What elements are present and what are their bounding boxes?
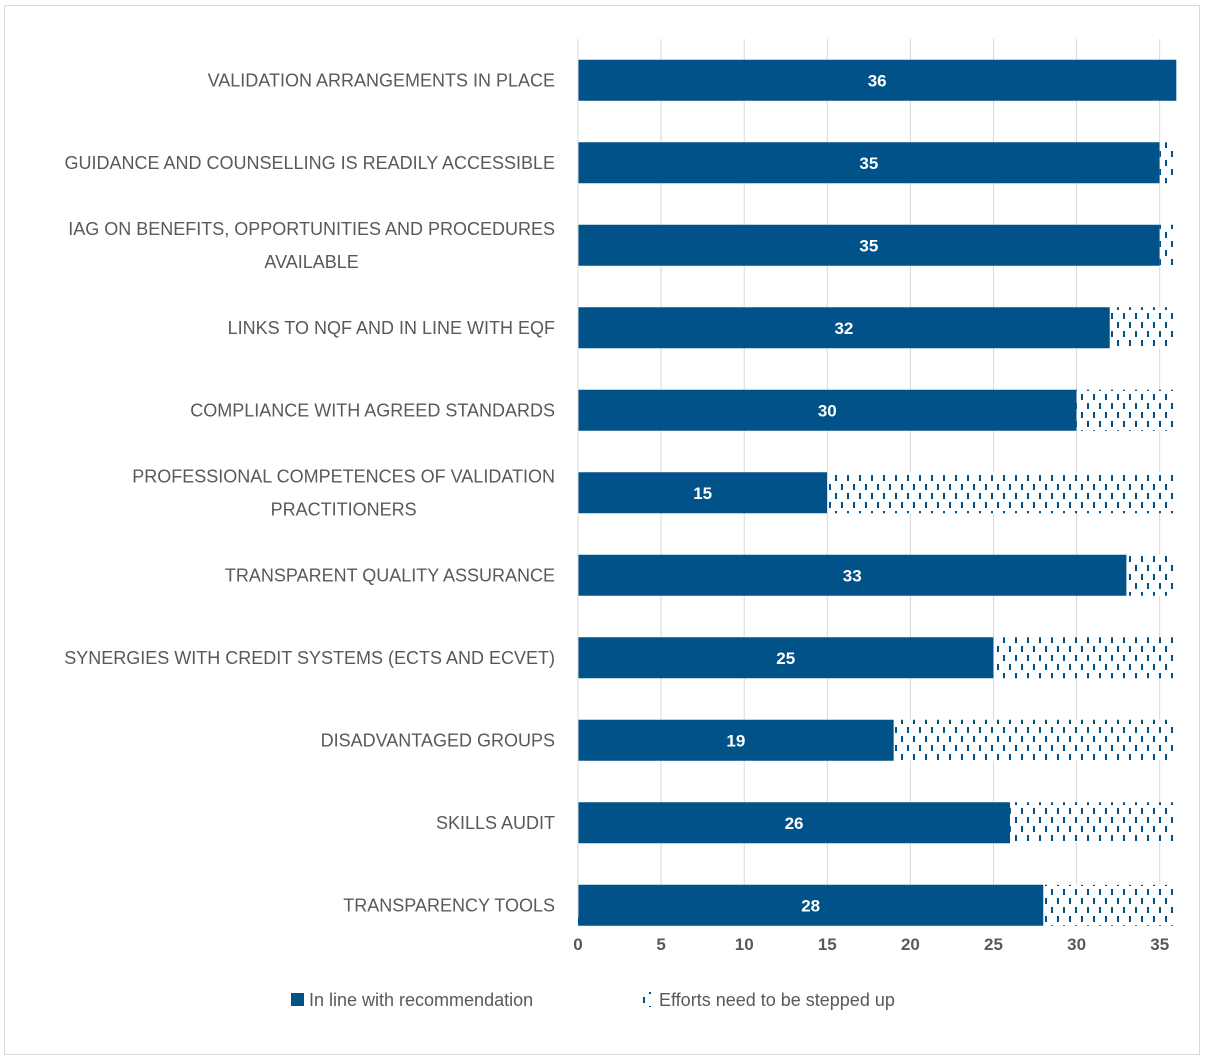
data-label-5: 15 bbox=[693, 484, 712, 503]
legend-label-efforts: Efforts need to be stepped up bbox=[659, 990, 895, 1010]
category-label-8: DISADVANTAGED GROUPS bbox=[321, 730, 555, 750]
x-tick-label-35: 35 bbox=[1150, 935, 1169, 954]
category-label-3: LINKS TO NQF AND IN LINE WITH EQF bbox=[228, 318, 555, 338]
x-tick-label-15: 15 bbox=[818, 935, 837, 954]
bar-efforts-3 bbox=[1109, 307, 1177, 349]
legend-swatch-efforts bbox=[641, 992, 654, 1007]
x-tick-label-5: 5 bbox=[656, 935, 665, 954]
bar-in-line-2 bbox=[578, 224, 1160, 266]
category-label-7: SYNERGIES WITH CREDIT SYSTEMS (ECTS AND … bbox=[64, 648, 555, 668]
category-label-2-line-1: AVAILABLE bbox=[264, 252, 358, 272]
legend-label-in-line: In line with recommendation bbox=[309, 990, 533, 1010]
data-label-1: 35 bbox=[859, 154, 878, 173]
bar-efforts-8 bbox=[893, 719, 1177, 761]
bar-efforts-1 bbox=[1159, 142, 1177, 184]
data-label-7: 25 bbox=[776, 649, 795, 668]
bar-efforts-6 bbox=[1126, 554, 1177, 596]
category-label-2-line-0: IAG ON BENEFITS, OPPORTUNITIES AND PROCE… bbox=[68, 219, 555, 239]
category-labels: VALIDATION ARRANGEMENTS IN PLACE GUIDANCE… bbox=[64, 70, 555, 915]
data-label-2: 35 bbox=[859, 236, 878, 255]
data-label-9: 26 bbox=[785, 814, 804, 833]
bar-in-line-0 bbox=[578, 59, 1177, 101]
bar-in-line-9 bbox=[578, 802, 1011, 844]
bar-in-line-5 bbox=[578, 472, 828, 514]
data-label-6: 33 bbox=[843, 566, 862, 585]
bar-in-line-6 bbox=[578, 554, 1127, 596]
category-label-10: TRANSPARENCY TOOLS bbox=[343, 895, 555, 915]
bar-in-line-10 bbox=[578, 884, 1044, 926]
bars: 36 35 35 32 30 15 33 25 19 26 28 bbox=[578, 59, 1177, 926]
legend-swatch-in-line bbox=[291, 993, 304, 1006]
data-label-0: 36 bbox=[868, 71, 887, 90]
category-label-0: VALIDATION ARRANGEMENTS IN PLACE bbox=[208, 70, 555, 90]
bar-efforts-5 bbox=[827, 472, 1177, 514]
bar-efforts-10 bbox=[1043, 884, 1177, 926]
x-tick-label-30: 30 bbox=[1067, 935, 1086, 954]
data-label-8: 19 bbox=[726, 731, 745, 750]
chart-frame: 36 35 35 32 30 15 33 25 19 26 28 VALIDATION ARRANG… bbox=[4, 5, 1200, 1055]
bar-efforts-2 bbox=[1159, 224, 1177, 266]
x-tick-label-25: 25 bbox=[984, 935, 1003, 954]
category-label-5-line-0: PROFESSIONAL COMPETENCES OF VALIDATION bbox=[132, 466, 555, 486]
bar-efforts-9 bbox=[1010, 802, 1177, 844]
data-label-10: 28 bbox=[801, 896, 820, 915]
data-label-3: 32 bbox=[834, 319, 853, 338]
category-label-5-line-1: PRACTITIONERS bbox=[271, 499, 417, 519]
x-tick-label-20: 20 bbox=[901, 935, 920, 954]
bar-chart: 36 35 35 32 30 15 33 25 19 26 28 VALIDATION ARRANG… bbox=[64, 39, 1177, 1010]
bar-in-line-1 bbox=[578, 142, 1160, 184]
x-tick-label-0: 0 bbox=[573, 935, 582, 954]
category-label-6: TRANSPARENT QUALITY ASSURANCE bbox=[225, 565, 555, 585]
bar-efforts-4 bbox=[1076, 389, 1177, 431]
x-tick-label-10: 10 bbox=[735, 935, 754, 954]
bar-in-line-3 bbox=[578, 307, 1110, 349]
x-axis: 0 5 10 15 20 25 30 35 bbox=[573, 39, 1169, 954]
bar-efforts-7 bbox=[993, 637, 1177, 679]
bar-in-line-4 bbox=[578, 389, 1077, 431]
bar-in-line-8 bbox=[578, 719, 894, 761]
data-label-4: 30 bbox=[818, 401, 837, 420]
category-label-4: COMPLIANCE WITH AGREED STANDARDS bbox=[190, 400, 555, 420]
category-label-9: SKILLS AUDIT bbox=[436, 813, 555, 833]
category-label-1: GUIDANCE AND COUNSELLING IS READILY ACCE… bbox=[65, 153, 555, 173]
bar-in-line-7 bbox=[578, 637, 994, 679]
legend: In line with recommendation Efforts need … bbox=[291, 990, 895, 1010]
